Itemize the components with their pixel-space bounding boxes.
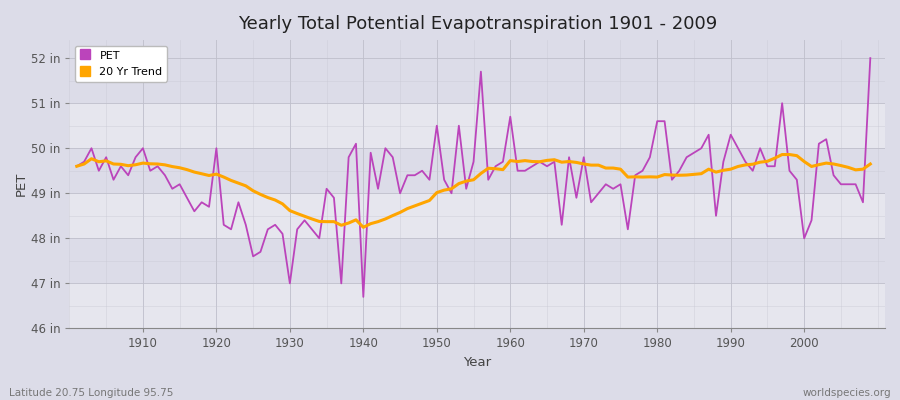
Legend: PET, 20 Yr Trend: PET, 20 Yr Trend	[75, 46, 167, 82]
Text: Latitude 20.75 Longitude 95.75: Latitude 20.75 Longitude 95.75	[9, 388, 174, 398]
Bar	[69, 193, 885, 238]
Text: worldspecies.org: worldspecies.org	[803, 388, 891, 398]
Y-axis label: PET: PET	[15, 172, 28, 196]
Bar	[69, 103, 885, 148]
Title: Yearly Total Potential Evapotranspiration 1901 - 2009: Yearly Total Potential Evapotranspiratio…	[238, 15, 716, 33]
X-axis label: Year: Year	[464, 356, 491, 369]
Bar	[69, 283, 885, 328]
